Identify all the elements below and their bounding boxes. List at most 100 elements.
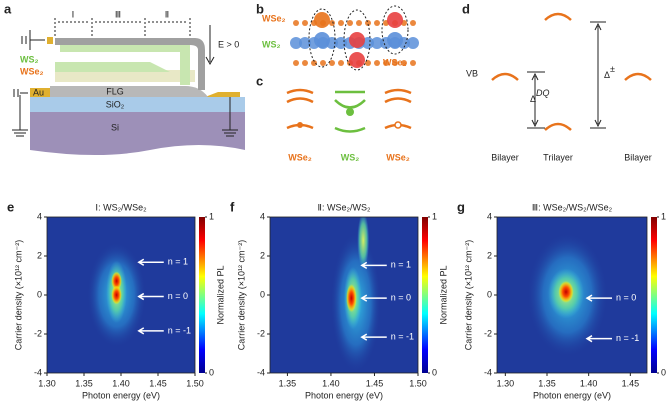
intensity-blob xyxy=(357,217,370,269)
ws2-layer xyxy=(60,45,190,85)
band-label: VB xyxy=(466,68,478,78)
x-tick-label: 1.45 xyxy=(149,378,167,388)
intensity-blob xyxy=(111,271,122,291)
atom xyxy=(349,32,365,48)
atom xyxy=(314,32,330,48)
colorbar-label: Normalized PL xyxy=(215,265,225,324)
layer-label: SiO₂ xyxy=(106,99,125,109)
heatmap-panel: 1.35 1.40 1.45 1.50 4 2 0 -2 -4 f Ⅱ: WSe₂/WS₂ Photo… xyxy=(230,199,448,400)
band xyxy=(544,122,572,131)
band xyxy=(286,88,314,95)
atom xyxy=(374,20,380,26)
intensity-map xyxy=(86,241,147,349)
band xyxy=(334,126,366,133)
colorbar-tick-label: 0 xyxy=(432,367,437,377)
layer-label: WS₂ xyxy=(20,54,39,64)
y-tick-label: 0 xyxy=(260,289,265,299)
y-tick-label: -4 xyxy=(484,367,492,377)
band xyxy=(491,72,519,81)
field-arrow xyxy=(205,25,215,66)
layer-label: WSe₂ xyxy=(20,66,44,76)
atom xyxy=(392,60,398,66)
field-label: E > 0 xyxy=(218,39,239,49)
panel-title: Ⅲ: WSe₂/WS₂/WSe₂ xyxy=(532,202,613,212)
region-label: Ⅲ xyxy=(115,9,121,19)
band xyxy=(544,12,572,21)
annotation: n = 1 xyxy=(168,257,188,267)
heatmap-panel: 1.30 1.35 1.40 1.45 4 2 0 -2 -4 g Ⅲ: WSe₂/WS₂/WSe₂… xyxy=(457,199,666,400)
atom xyxy=(314,12,330,28)
atom xyxy=(311,60,317,66)
annotation-arrow xyxy=(137,327,164,335)
atom xyxy=(302,20,308,26)
top-gate xyxy=(55,38,205,90)
hole xyxy=(297,122,303,128)
au-pad xyxy=(205,92,240,97)
superscript: DQ xyxy=(536,88,550,98)
annotation: n = 0 xyxy=(391,292,411,302)
x-tick-label: 1.35 xyxy=(75,378,93,388)
symbol: Δ xyxy=(530,94,536,104)
layer-label: Au xyxy=(33,87,44,97)
annotation-arrow xyxy=(360,333,387,341)
colorbar-tick-label: 1 xyxy=(209,211,214,221)
atom xyxy=(329,60,335,66)
ws2-layer xyxy=(55,62,170,72)
layer-label: WS₂ xyxy=(341,152,360,162)
colorbar-tick-label: 1 xyxy=(432,211,437,221)
x-tick-label: 1.35 xyxy=(279,378,297,388)
atom xyxy=(299,37,311,49)
y-tick-label: 4 xyxy=(487,211,492,221)
colorbar xyxy=(199,217,205,373)
heatmap-panel: 1.30 1.35 1.40 1.45 1.50 4 2 0 -2 -4 e Ⅰ: WS₂/WSe₂ P… xyxy=(7,199,225,400)
flg-layer xyxy=(50,86,208,97)
y-tick-label: -2 xyxy=(257,328,265,338)
y-tick-label: 4 xyxy=(37,211,42,221)
annotation-arrow xyxy=(360,261,387,270)
colorbar-tick-label: 0 xyxy=(661,367,666,377)
annotation: n = 0 xyxy=(168,291,188,301)
atom xyxy=(356,20,362,26)
atom xyxy=(387,12,403,28)
atom xyxy=(401,60,407,66)
atom xyxy=(338,20,344,26)
region-label: Ⅰ xyxy=(72,9,75,19)
y-tick-label: 2 xyxy=(260,250,265,260)
intensity-blob xyxy=(558,280,574,303)
x-tick-label: 1.40 xyxy=(580,378,598,388)
atom xyxy=(349,52,365,68)
atom xyxy=(387,32,403,48)
panel-label: d xyxy=(462,1,470,16)
column-label: Bilayer xyxy=(491,152,519,162)
colorbar-label: Normalized PL xyxy=(438,265,448,324)
hole xyxy=(394,121,402,129)
intensity-blob xyxy=(346,284,357,313)
gap-arrow xyxy=(531,72,539,128)
layer-label: WSe₂ xyxy=(386,152,410,162)
annotation-arrow xyxy=(360,294,387,302)
atom xyxy=(320,60,326,66)
annotation: n = -1 xyxy=(391,331,414,341)
atom xyxy=(365,20,371,26)
region-label: Ⅱ xyxy=(165,9,169,19)
layer-label: FLG xyxy=(106,86,124,96)
atom xyxy=(293,60,299,66)
layer-label: WS₂ xyxy=(262,39,281,49)
x-tick-label: 1.30 xyxy=(497,378,515,388)
atom xyxy=(374,60,380,66)
y-tick-label: 4 xyxy=(260,211,265,221)
hetero-layers xyxy=(55,70,195,82)
layer-label: WSe₂ xyxy=(262,13,286,23)
atom xyxy=(347,20,353,26)
panel-label: f xyxy=(230,199,235,214)
exciton-outline xyxy=(308,8,336,68)
atom xyxy=(290,37,302,49)
x-axis-label: Photon energy (eV) xyxy=(305,390,383,400)
y-axis-label: Carrier density (×10¹² cm⁻²) xyxy=(236,240,246,351)
atom xyxy=(338,60,344,66)
x-tick-label: 1.40 xyxy=(322,378,340,388)
layer-label: WSe₂ xyxy=(288,152,312,162)
atom xyxy=(383,60,389,66)
band xyxy=(286,97,314,104)
atom xyxy=(335,37,347,49)
